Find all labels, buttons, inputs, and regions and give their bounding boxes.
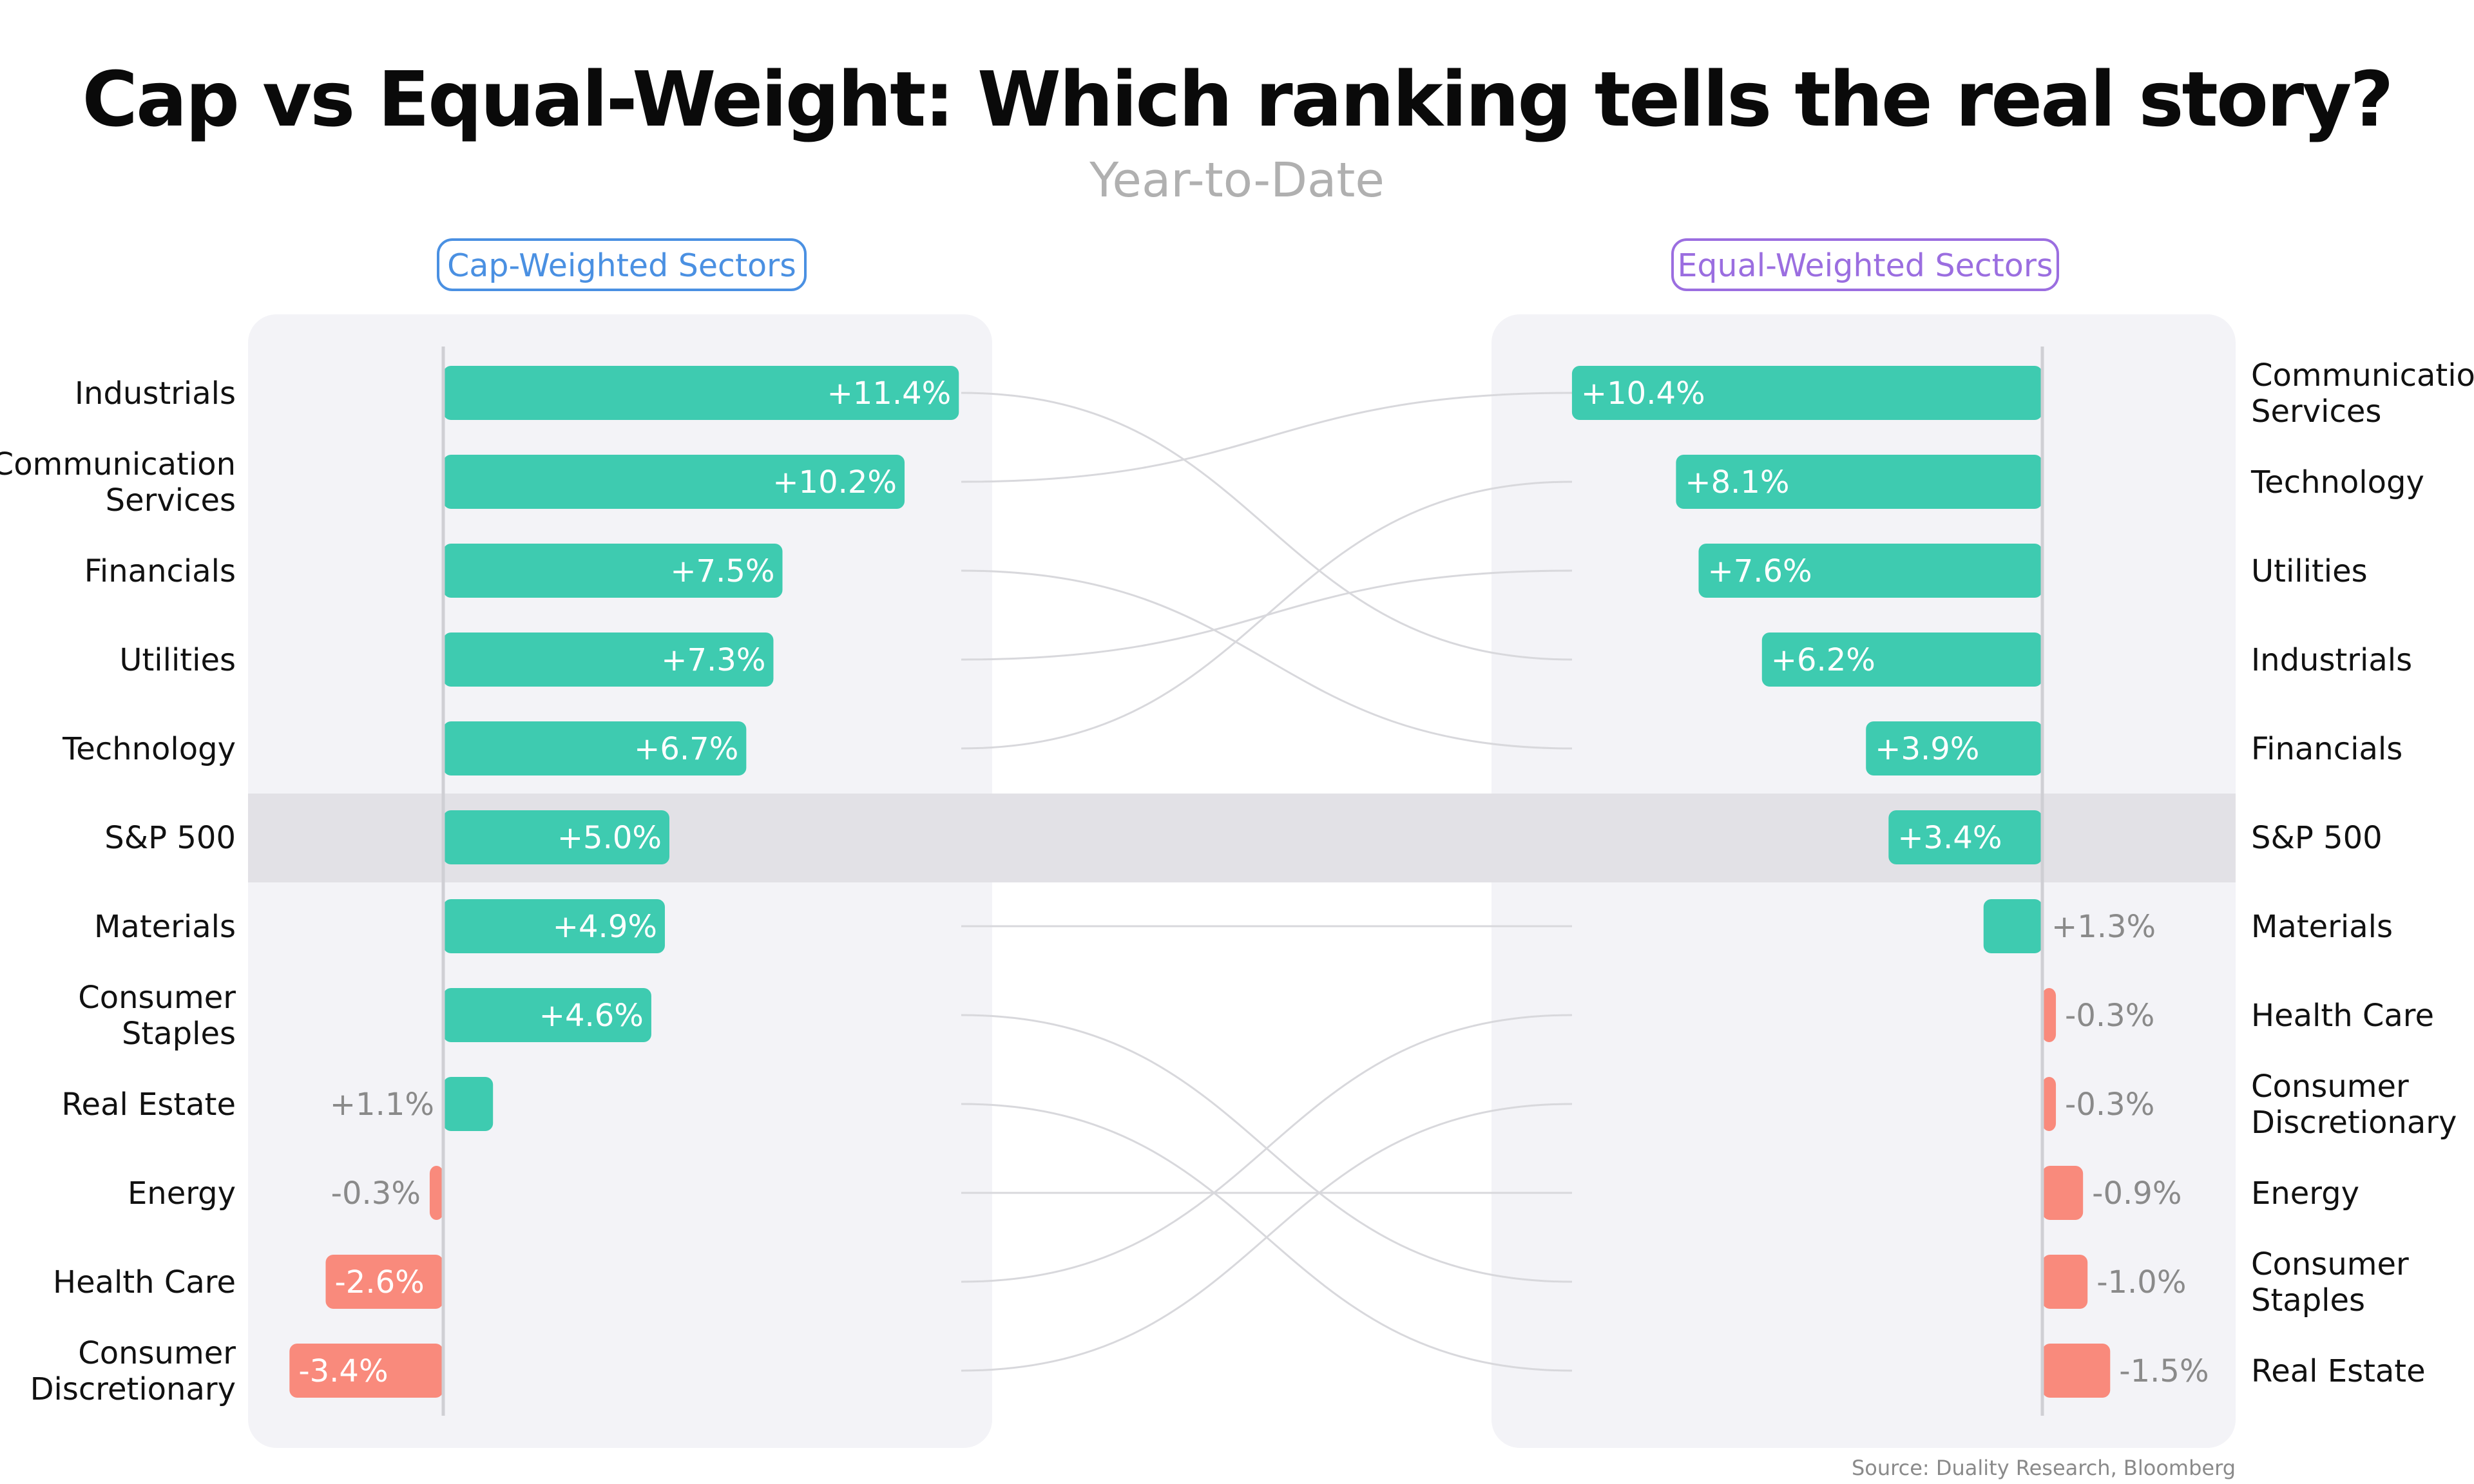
cap-bar-financials [443,544,783,598]
equal-category-label-consumer-staples: Consumer Staples [2251,1246,2409,1318]
cap-bar-consumer-discretionary [289,1344,443,1398]
connector-technology [961,480,1573,750]
cap-weighted-bars: +11.4% Industrials +10.2% Communication Serv… [0,366,959,1407]
equal-bar-consumer-staples [2042,1255,2088,1309]
cap-bar-sandp-500 [443,810,669,864]
equal-value-label-real-estate: -1.5% [2119,1353,2209,1389]
connector-industrials [961,392,1573,661]
cap-category-label-technology: Technology [62,731,236,767]
equal-value-label-consumer-staples: -1.0% [2096,1264,2186,1300]
cap-value-label-communication-services: +10.2% [772,464,897,500]
equal-weighted-bars: +10.4% Communication Services +8.1% Technolo… [1571,357,2474,1398]
equal-value-label-consumer-discretionary: -0.3% [2065,1087,2154,1123]
chart-subtitle: Year-to-Date [1089,153,1385,208]
cap-bar-industrials [443,366,959,420]
equal-category-label-financials: Financials [2251,731,2402,767]
equal-category-label-health-care: Health Care [2251,998,2434,1034]
equal-bar-industrials [1761,633,2042,687]
cap-value-label-industrials: +11.4% [827,376,952,412]
connector-consumer-discretionary [961,1103,1573,1372]
equal-bar-financials [1866,721,2042,775]
cap-category-label-consumer-discretionary: Consumer Discretionary [30,1335,236,1407]
cap-bar-utilities [443,633,774,687]
equal-weighted-pill: Equal-Weighted Sectors [1671,238,2059,291]
equal-bar-sandp-500 [1888,810,2042,864]
cap-value-label-utilities: +7.3% [661,642,765,678]
equal-value-label-utilities: +7.6% [1707,553,1812,589]
equal-value-label-technology: +8.1% [1685,464,1789,500]
cap-value-label-technology: +6.7% [634,731,738,767]
equal-bar-health-care [2042,988,2057,1042]
cap-category-label-materials: Materials [94,909,236,945]
chart-title: Cap vs Equal-Weight: Which ranking tells… [82,55,2392,144]
cap-bar-real-estate [443,1077,494,1131]
cap-category-label-real-estate: Real Estate [61,1087,236,1123]
cap-category-label-health-care: Health Care [53,1264,236,1300]
equal-category-label-consumer-discretionary: Consumer Discretionary [2251,1069,2457,1141]
cap-value-label-materials: +4.9% [553,909,657,945]
cap-value-label-sandp-500: +5.0% [557,820,662,856]
cap-category-label-industrials: Industrials [75,376,236,412]
equal-category-label-industrials: Industrials [2251,642,2412,678]
cap-category-label-sandp-500: S&P 500 [104,820,236,856]
equal-category-label-technology: Technology [2250,464,2424,500]
connector-communication-services [961,392,1573,483]
connector-financials [961,569,1573,750]
equal-value-label-health-care: -0.3% [2065,998,2154,1034]
cap-category-label-energy: Energy [128,1175,236,1212]
cap-value-label-energy: -0.3% [331,1175,421,1212]
cap-bar-communication-services [443,455,905,509]
rank-connectors [961,392,1573,1372]
cap-value-label-consumer-discretionary: -3.4% [298,1353,388,1389]
cap-bar-consumer-staples [443,988,651,1042]
equal-value-label-industrials: +6.2% [1771,642,1875,678]
equal-category-label-energy: Energy [2251,1175,2359,1212]
equal-bar-energy [2042,1166,2084,1220]
equal-category-label-communication-services: Communication Services [2251,357,2474,430]
cap-value-label-health-care: -2.6% [334,1264,424,1300]
equal-bar-consumer-discretionary [2042,1077,2057,1131]
equal-category-label-sandp-500: S&P 500 [2251,820,2383,856]
cap-bar-energy [429,1166,443,1220]
equal-value-label-materials: +1.3% [2051,909,2156,945]
cap-value-label-financials: +7.5% [670,553,774,589]
equal-category-label-real-estate: Real Estate [2251,1353,2426,1389]
cap-value-label-consumer-staples: +4.6% [539,998,644,1034]
connector-health-care [961,1014,1573,1283]
equal-bar-utilities [1698,544,2042,598]
equal-value-label-communication-services: +10.4% [1581,376,1705,412]
cap-bar-materials [443,899,665,953]
cap-weighted-pill-label: Cap-Weighted Sectors [447,247,796,284]
cap-category-label-financials: Financials [84,553,236,589]
equal-bar-materials [1983,899,2042,953]
source-note: Source: Duality Research, Bloomberg [1852,1456,2236,1480]
cap-category-label-communication-services: Communication Services [0,446,236,518]
cap-bar-health-care [325,1255,443,1309]
equal-value-label-energy: -0.9% [2092,1175,2182,1212]
cap-bar-technology [443,721,747,775]
cap-category-label-utilities: Utilities [119,642,236,678]
equal-bar-real-estate [2042,1344,2111,1398]
equal-weighted-pill-label: Equal-Weighted Sectors [1677,247,2053,284]
cap-value-label-real-estate: +1.1% [330,1087,434,1123]
cap-category-label-consumer-staples: Consumer Staples [78,980,236,1052]
equal-bar-communication-services [1571,366,2042,420]
equal-value-label-sandp-500: +3.4% [1897,820,2002,856]
equal-category-label-materials: Materials [2251,909,2393,945]
equal-category-label-utilities: Utilities [2251,553,2368,589]
equal-value-label-financials: +3.9% [1875,731,1979,767]
cap-weighted-pill: Cap-Weighted Sectors [437,238,807,291]
equal-bar-technology [1676,455,2042,509]
